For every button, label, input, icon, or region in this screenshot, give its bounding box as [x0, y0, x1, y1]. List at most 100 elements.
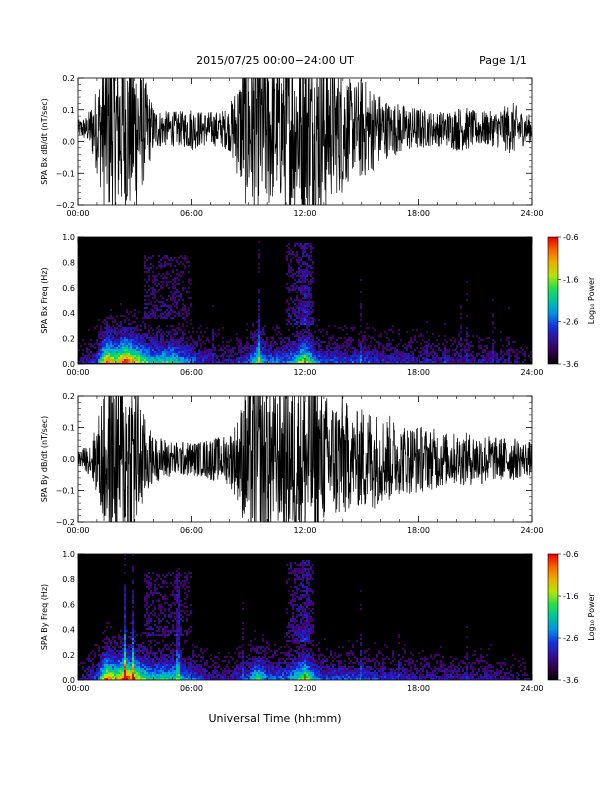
spectrogram-cell [422, 361, 424, 363]
spectrogram-cell [260, 662, 262, 664]
spectrogram-cell [114, 355, 116, 357]
spectrogram-cell [124, 670, 126, 672]
spectrogram-cell [474, 359, 476, 361]
spectrogram-cell [208, 674, 210, 676]
spectrogram-cell [82, 353, 84, 355]
spectrogram-cell [300, 307, 302, 309]
spectrogram-cell [466, 333, 468, 335]
spectrogram-cell [410, 359, 412, 361]
spectrogram-cell [112, 646, 114, 648]
spectrogram-cell [236, 674, 238, 676]
spectrogram-cell [306, 353, 308, 355]
spectrogram-cell [364, 353, 366, 355]
spectrogram-cell [168, 662, 170, 664]
spectrogram-cell [494, 359, 496, 361]
spectrogram-cell [312, 317, 314, 319]
spectrogram-cell [124, 622, 126, 624]
spectrogram-cell [200, 361, 202, 363]
spectrogram-cell [98, 666, 100, 668]
spectrogram-cell [160, 359, 162, 361]
spectrogram-cell [176, 598, 178, 600]
spectrogram-cell [124, 361, 126, 363]
spectrogram-cell [288, 353, 290, 355]
spectrogram-cell [240, 359, 242, 361]
spectrogram-cell [144, 261, 146, 263]
spectrogram-cell [124, 612, 126, 614]
spectrogram-cell [458, 335, 460, 337]
spectrogram-cell [370, 351, 372, 353]
spectrogram-cell [330, 339, 332, 341]
spectrogram-cell [288, 351, 290, 353]
spectrogram-cell [130, 622, 132, 624]
spectrogram-cell [130, 345, 132, 347]
spectrogram-cell [282, 361, 284, 363]
spectrogram-cell [344, 351, 346, 353]
spectrogram-cell [500, 357, 502, 359]
figure-title: 2015/07/25 00:00−24:00 UT [196, 54, 354, 67]
spectrogram-cell [166, 257, 168, 259]
spectrogram-cell [154, 275, 156, 277]
spectrogram-cell [102, 355, 104, 357]
spectrogram-cell [290, 349, 292, 351]
spectrogram-cell [178, 606, 180, 608]
spectrogram-cell [148, 275, 150, 277]
spectrogram-cell [472, 357, 474, 359]
spectrogram-cell [190, 297, 192, 299]
spectrogram-cell [166, 355, 168, 357]
spectrogram-cell [292, 269, 294, 271]
spectrogram-cell [162, 582, 164, 584]
spectrogram-cell [94, 355, 96, 357]
spectrogram-cell [256, 678, 258, 680]
spectrogram-cell [240, 666, 242, 668]
spectrogram-cell [184, 588, 186, 590]
spectrogram-cell [200, 339, 202, 341]
spectrogram-cell [204, 672, 206, 674]
spectrogram-cell [472, 351, 474, 353]
spectrogram-cell [236, 357, 238, 359]
spectrogram-cell [114, 670, 116, 672]
spectrogram-cell [178, 345, 180, 347]
spectrogram-cell [212, 660, 214, 662]
spectrogram-cell [170, 345, 172, 347]
spectrogram-cell [186, 361, 188, 363]
spectrogram-cell [364, 351, 366, 353]
spectrogram-cell [170, 614, 172, 616]
spectrogram-cell [276, 333, 278, 335]
spectrogram-cell [156, 307, 158, 309]
spectrogram-cell [126, 654, 128, 656]
spectrogram-cell [258, 241, 260, 243]
spectrogram-cell [192, 327, 194, 329]
spectrogram-cell [136, 327, 138, 329]
spectrogram-cell [156, 337, 158, 339]
spectrogram-cell [382, 355, 384, 357]
spectrogram-cell [88, 656, 90, 658]
spectrogram-cell [172, 662, 174, 664]
spectrogram-cell [172, 299, 174, 301]
spectrogram-cell [146, 678, 148, 680]
spectrogram-cell [164, 341, 166, 343]
spectrogram-cell [254, 672, 256, 674]
spectrogram-cell [144, 347, 146, 349]
x-tick-label: 18:00 [407, 368, 430, 377]
spectrogram-cell [94, 676, 96, 678]
spectrogram-cell [80, 662, 82, 664]
spectrogram-cell [240, 664, 242, 666]
spectrogram-cell [132, 616, 134, 618]
spectrogram-cell [124, 618, 126, 620]
spectrogram-cell [142, 660, 144, 662]
spectrogram-cell [312, 261, 314, 263]
spectrogram-cell [316, 353, 318, 355]
spectrogram-cell [182, 616, 184, 618]
spectrogram-cell [186, 345, 188, 347]
spectrogram-cell [442, 353, 444, 355]
spectrogram-cell [308, 271, 310, 273]
spectrogram-cell [152, 329, 154, 331]
spectrogram-cell [148, 576, 150, 578]
spectrogram-cell [130, 353, 132, 355]
x-tick-label: 24:00 [520, 209, 543, 218]
spectrogram-cell [266, 349, 268, 351]
spectrogram-cell [120, 638, 122, 640]
spectrogram-cell [104, 339, 106, 341]
spectrogram-cell [410, 341, 412, 343]
spectrogram-cell [130, 662, 132, 664]
